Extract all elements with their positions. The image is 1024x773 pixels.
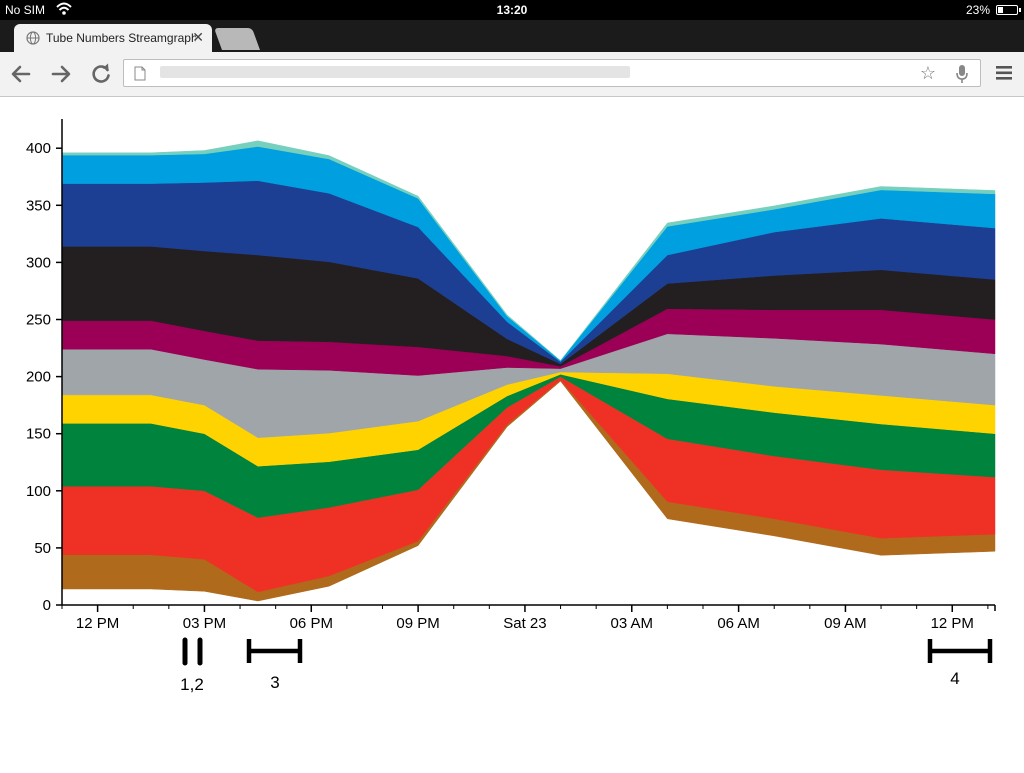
battery-icon [996,5,1021,15]
y-tick-label: 0 [43,597,51,614]
annotation-label-3: 4 [950,669,959,688]
forward-arrow-icon[interactable] [48,61,74,87]
browser-toolbar: ☆ [0,52,1024,97]
page-icon [134,66,146,86]
x-tick-label: 06 PM [290,615,333,632]
x-tick-label: 12 PM [76,615,119,632]
address-bar[interactable]: ☆ [123,59,981,87]
y-tick-label: 350 [26,197,51,214]
x-tick-label: 06 AM [717,615,760,632]
streamgraph-chart: 0 50 100 150 200 250 300 350 400 12 PM 03 PM 06 PM 0… [26,119,996,694]
menu-icon[interactable] [994,63,1014,83]
y-tick-label: 100 [26,483,51,500]
range-marker-4 [927,639,993,663]
star-icon[interactable]: ☆ [919,63,936,83]
tab-title: Tube Numbers Streamgraph [46,31,196,45]
x-tick-label: Sat 23 [503,615,546,632]
annotation-label-1: 1,2 [180,675,204,694]
microphone-icon[interactable] [956,64,968,89]
wifi-icon [56,2,72,19]
back-arrow-icon[interactable] [8,61,34,87]
x-tick-label: 09 PM [396,615,439,632]
url-text [160,66,630,78]
y-tick-label: 150 [26,426,51,443]
carrier-label: No SIM [5,3,46,17]
reload-icon[interactable] [88,61,114,87]
clock: 13:20 [496,3,528,17]
y-tick-label: 250 [26,312,51,329]
stream-layer-9 [61,140,996,361]
battery-percent: 23% [965,3,990,17]
range-marker-3 [246,639,303,663]
y-tick-label: 400 [26,140,51,157]
y-tick-label: 300 [26,254,51,271]
active-tab[interactable]: Tube Numbers Streamgraph ✕ [14,24,212,52]
new-tab-button[interactable] [213,28,261,50]
globe-icon [26,31,40,45]
x-tick-label: 03 PM [183,615,226,632]
x-tick-label: 03 AM [611,615,654,632]
status-bar: No SIM 13:20 23% [0,0,1024,20]
close-tab-icon[interactable]: ✕ [192,29,204,45]
x-tick-label: 12 PM [931,615,974,632]
x-tick-label: 09 AM [824,615,867,632]
y-tick-label: 50 [34,540,51,557]
page-content: 0 50 100 150 200 250 300 350 400 12 PM 03 PM 06 PM 0… [0,97,1024,768]
annotation-label-2: 3 [270,673,279,692]
tab-strip: Tube Numbers Streamgraph ✕ [0,20,1024,52]
y-tick-label: 200 [26,369,51,386]
